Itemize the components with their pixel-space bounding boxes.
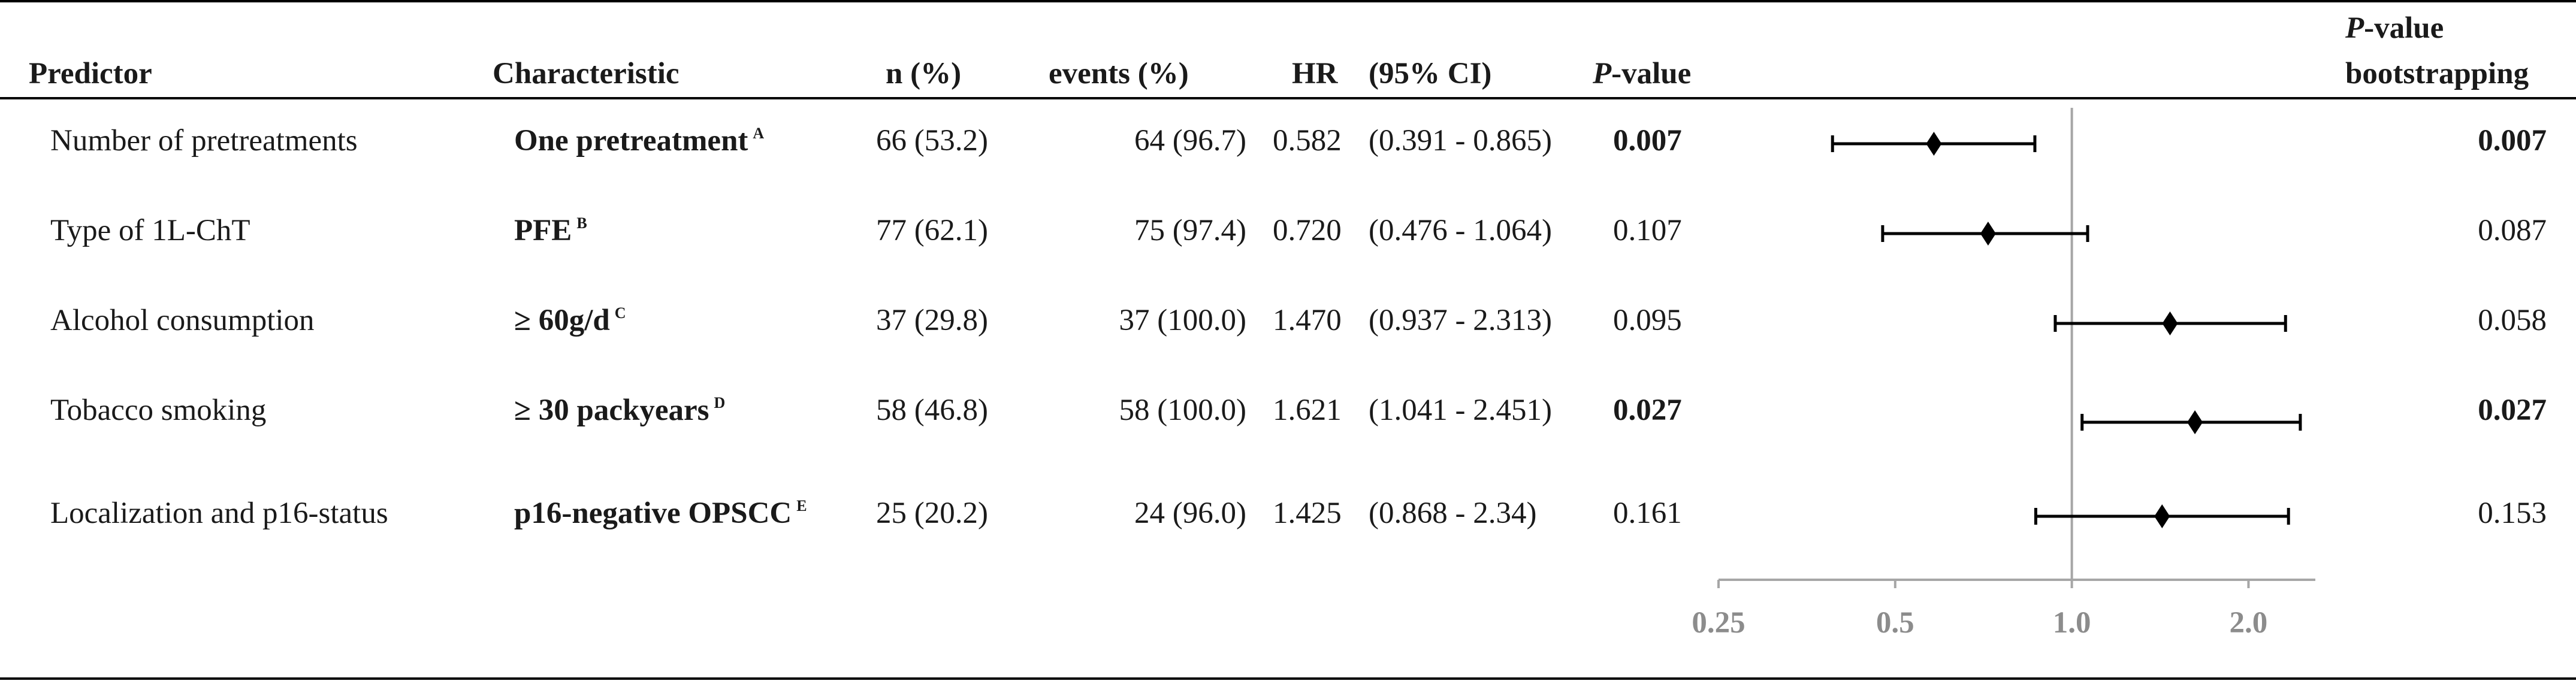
- ci-cell: (0.391 - 0.865): [1369, 124, 1552, 158]
- characteristic-label: p16-negative OPSCC: [514, 497, 792, 530]
- events-cell: 24 (96.0): [1134, 497, 1246, 530]
- x-axis-tick-label: 0.25: [1692, 606, 1745, 640]
- p-bootstrap-cell: 0.027: [2478, 394, 2547, 427]
- hr-marker: [2162, 311, 2178, 335]
- characteristic-footnote: D: [714, 394, 726, 411]
- n-cell: 37 (29.8): [876, 304, 988, 337]
- characteristic-footnote: C: [614, 304, 626, 322]
- characteristic-label: One pretreatment: [514, 124, 748, 158]
- hr-cell: 0.720: [1273, 214, 1342, 247]
- hr-cell: 1.425: [1273, 497, 1342, 530]
- header-characteristic: Characteristic: [493, 57, 680, 90]
- header-pboot-rest: -value: [2364, 11, 2444, 45]
- p-value-cell: 0.027: [1613, 394, 1682, 427]
- header-hr: HR: [1292, 57, 1338, 90]
- header-p-bootstrap-line1: P-value: [2345, 13, 2444, 44]
- header-p-value: P-value: [1593, 59, 1691, 89]
- header-p-rest: -value: [1611, 57, 1692, 90]
- ci-cell: (0.868 - 2.34): [1369, 497, 1537, 530]
- p-bootstrap-cell: 0.153: [2478, 497, 2547, 530]
- header-rule: [0, 97, 2576, 99]
- characteristic-label: ≥ 30 packyears: [514, 394, 709, 427]
- hr-marker: [1926, 132, 1942, 156]
- hr-marker: [1980, 222, 1996, 246]
- characteristic-cell: PFE B: [514, 216, 587, 246]
- characteristic-cell: p16-negative OPSCC E: [514, 498, 807, 529]
- n-cell: 77 (62.1): [876, 214, 988, 247]
- hr-cell: 1.470: [1273, 304, 1342, 337]
- n-cell: 58 (46.8): [876, 394, 988, 427]
- p-bootstrap-cell: 0.087: [2478, 214, 2547, 247]
- header-events: events (%): [1049, 57, 1189, 90]
- characteristic-footnote: A: [753, 125, 765, 142]
- hr-marker: [2187, 410, 2203, 434]
- characteristic-cell: ≥ 30 packyears D: [514, 395, 725, 426]
- characteristic-cell: ≥ 60g/d C: [514, 305, 626, 336]
- characteristic-footnote: E: [796, 497, 807, 514]
- x-axis-tick-label: 2.0: [2230, 606, 2268, 640]
- n-cell: 66 (53.2): [876, 124, 988, 158]
- header-ci: (95% CI): [1369, 57, 1492, 90]
- x-axis-tick-label: 1.0: [2053, 606, 2091, 640]
- characteristic-footnote: B: [576, 214, 587, 232]
- events-cell: 75 (97.4): [1134, 214, 1246, 247]
- predictor-cell: Tobacco smoking: [50, 394, 267, 427]
- top-rule: [0, 0, 2576, 2]
- events-cell: 64 (96.7): [1134, 124, 1246, 158]
- p-bootstrap-cell: 0.058: [2478, 304, 2547, 337]
- p-value-cell: 0.107: [1613, 214, 1682, 247]
- predictor-cell: Localization and p16-status: [50, 497, 388, 530]
- ci-cell: (1.041 - 2.451): [1369, 394, 1552, 427]
- predictor-cell: Number of pretreatments: [50, 124, 358, 158]
- p-value-cell: 0.095: [1613, 304, 1682, 337]
- characteristic-label: PFE: [514, 214, 572, 247]
- n-cell: 25 (20.2): [876, 497, 988, 530]
- ci-cell: (0.476 - 1.064): [1369, 214, 1552, 247]
- hr-marker: [2154, 504, 2170, 528]
- p-bootstrap-cell: 0.007: [2478, 124, 2547, 158]
- header-n: n (%): [886, 57, 962, 90]
- characteristic-label: ≥ 60g/d: [514, 304, 610, 337]
- characteristic-cell: One pretreatment A: [514, 126, 764, 156]
- header-predictor: Predictor: [29, 57, 152, 90]
- hr-cell: 1.621: [1273, 394, 1342, 427]
- header-pboot-italic: P: [2345, 11, 2364, 45]
- p-value-cell: 0.161: [1613, 497, 1682, 530]
- events-cell: 37 (100.0): [1119, 304, 1246, 337]
- predictor-cell: Alcohol consumption: [50, 304, 315, 337]
- events-cell: 58 (100.0): [1119, 394, 1246, 427]
- bottom-rule: [0, 677, 2576, 680]
- p-value-cell: 0.007: [1613, 124, 1682, 158]
- x-axis-tick-label: 0.5: [1876, 606, 1914, 640]
- predictor-cell: Type of 1L-ChT: [50, 214, 250, 247]
- hr-cell: 0.582: [1273, 124, 1342, 158]
- ci-cell: (0.937 - 2.313): [1369, 304, 1552, 337]
- header-p-bootstrap-line2: bootstrapping: [2345, 57, 2529, 90]
- header-p-italic: P: [1593, 57, 1612, 90]
